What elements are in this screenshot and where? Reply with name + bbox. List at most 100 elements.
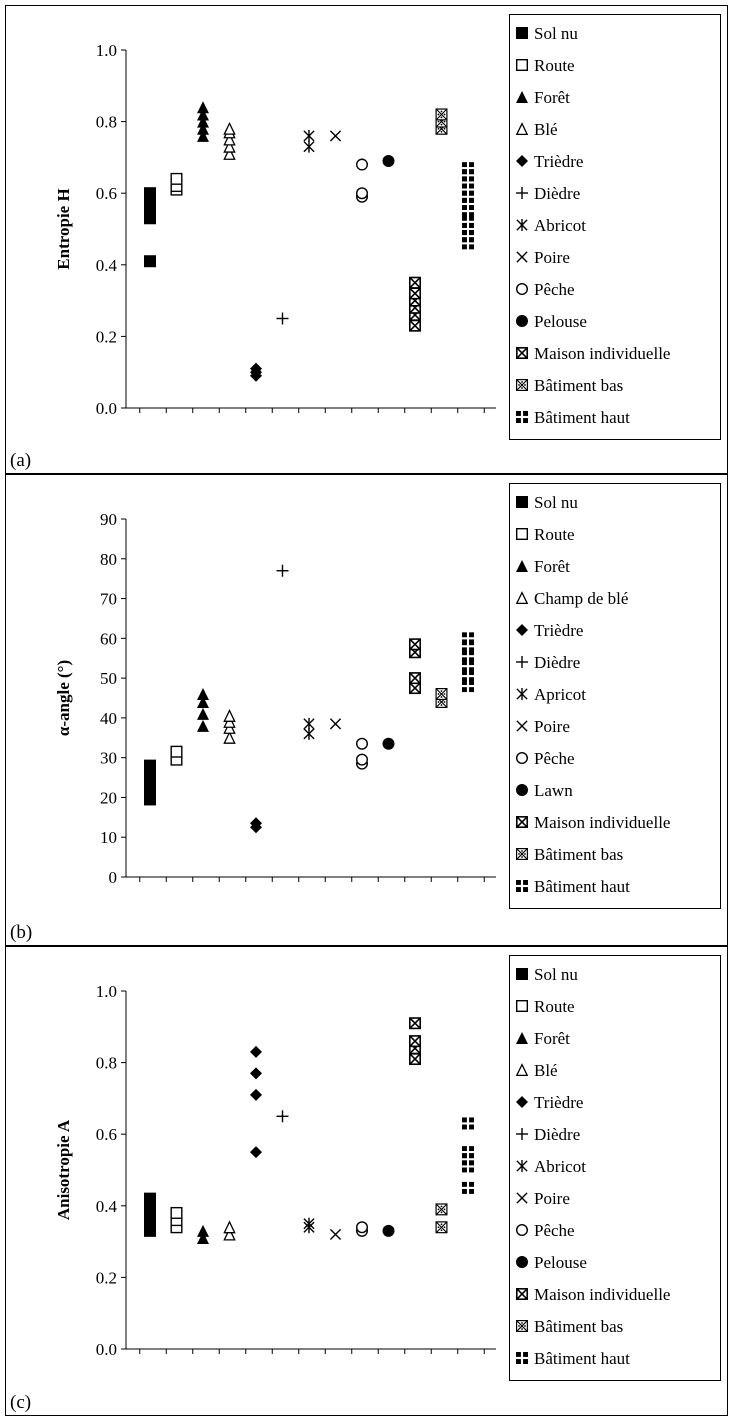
legend-marker-plus: [516, 1128, 528, 1140]
legend-label: Route: [534, 997, 575, 1016]
chart-panel-a: 0.0 0.2 0.4 0.6 0.8 1.0 Entropie H Sol nu Route…: [5, 5, 728, 474]
legend-entry: Abricot: [515, 213, 586, 239]
legend-label: Bâtiment haut: [534, 877, 630, 896]
legend-label: Poire: [534, 717, 570, 736]
legend-entry: Maison individuelle: [515, 341, 670, 367]
legend-label: Bâtiment bas: [534, 376, 624, 395]
legend-label: Pêche: [534, 1221, 575, 1240]
y-tick-label: 1.0: [96, 41, 117, 60]
legend-entry: Pêche: [515, 277, 575, 303]
data-point-boxx-dot: [435, 688, 448, 701]
legend-marker-circle-filled: [516, 1256, 528, 1268]
legend-label: Sol nu: [534, 965, 578, 984]
data-point-asterisk: [303, 129, 315, 142]
y-tick-label: 0.2: [96, 327, 117, 346]
legend-entry: Bâtiment haut: [515, 874, 630, 900]
legend: Sol nu Route Forêt Blé Trièdre Dièdre Abricot P…: [509, 14, 721, 440]
data-point-triangle-filled: [197, 129, 209, 142]
data-point-triangle-filled: [197, 122, 209, 135]
data-point-diamond-filled: [250, 817, 262, 830]
legend-marker-diamond-filled: [516, 155, 528, 167]
legend-marker-x: [516, 1192, 528, 1204]
data-point-triangle-filled: [197, 101, 209, 114]
legend-entry: Sol nu: [515, 490, 578, 516]
y-tick-label: 0.4: [96, 1197, 118, 1216]
legend-label: Pêche: [534, 280, 575, 299]
legend-label: Route: [534, 525, 575, 544]
data-point-boxx: [409, 319, 421, 332]
scatter-plot-anisotropy: 0.0 0.2 0.4 0.6 0.8 1.0 Anisotropie A: [54, 982, 496, 1359]
legend-marker-boxx-dot: [516, 379, 528, 391]
y-tick-label: 10: [100, 828, 117, 847]
legend-label: Maison individuelle: [534, 813, 671, 832]
data-point-triangle-open: [223, 1227, 236, 1241]
legend-entry: Maison individuelle: [515, 1282, 670, 1308]
y-tick-label: 90: [100, 510, 117, 529]
y-tick-label: 20: [100, 788, 117, 807]
y-tick-label: 0.8: [96, 113, 117, 132]
y-tick-label: 0.0: [96, 1340, 117, 1359]
legend-entry: Apricot: [515, 682, 586, 708]
legend-label: Trièdre: [534, 621, 584, 640]
legend-marker-circle-open: [515, 1223, 529, 1237]
data-point-triangle-filled: [197, 108, 209, 121]
y-tick-label: 0.6: [96, 1125, 117, 1144]
data-point-circle-filled: [382, 1224, 395, 1237]
legend-entry: Sol nu: [515, 21, 578, 47]
legend-label: Forêt: [534, 1029, 570, 1048]
data-point-boxx: [409, 672, 421, 685]
legend-label: Sol nu: [534, 493, 578, 512]
data-point-triangle-filled: [197, 1224, 209, 1237]
data-point-boxx: [409, 1017, 421, 1030]
y-tick-label: 30: [100, 749, 117, 768]
data-point-x: [329, 130, 342, 142]
data-point-x: [329, 718, 342, 730]
data-point-triangle-open: [223, 146, 236, 160]
data-point-boxx: [409, 287, 421, 300]
y-tick-label: 0.8: [96, 1054, 117, 1073]
y-tick-label: 40: [100, 709, 117, 728]
legend-entry: Blé: [515, 117, 558, 143]
legend-marker-boxx-dot: [516, 848, 528, 860]
legend-marker-boxx-dot: [516, 1320, 528, 1332]
data-point-asterisk: [303, 1217, 315, 1230]
legend-entry: Route: [515, 522, 575, 548]
data-point-circle-filled: [382, 737, 395, 750]
legend-label: Maison individuelle: [534, 344, 671, 363]
scatter-plot-alpha-angle: 0 10 20 30 40 50 60 70 80 90 α-angle (°): [54, 510, 496, 887]
legend-marker-square-open: [516, 528, 529, 541]
legend-entry: Poire: [515, 714, 570, 740]
legend-marker-triangle-filled: [516, 91, 528, 103]
data-point-boxx: [409, 1035, 421, 1048]
legend-label: Trièdre: [534, 1093, 584, 1112]
legend-label: Bâtiment bas: [534, 845, 624, 864]
legend-label: Bâtiment bas: [534, 1317, 624, 1336]
y-tick-label: 50: [100, 669, 117, 688]
data-point-square-filled: [144, 759, 156, 772]
data-point-quad: [462, 632, 474, 645]
legend-marker-circle-open: [515, 282, 529, 296]
legend-marker-x: [516, 720, 528, 732]
data-point-quad: [462, 670, 474, 683]
legend-marker-square-open: [516, 59, 529, 72]
legend-marker-diamond-filled: [516, 1096, 528, 1108]
data-point-triangle-open: [223, 121, 236, 135]
y-tick-label: 0.2: [96, 1268, 117, 1287]
legend-entry: Route: [515, 53, 575, 79]
legend-marker-diamond-filled: [516, 624, 528, 636]
legend-label: Bâtiment haut: [534, 408, 630, 427]
data-point-triangle-open: [223, 730, 236, 744]
data-point-circle-filled: [382, 154, 395, 167]
data-point-square-open: [170, 745, 183, 758]
legend-entry: Bâtiment haut: [515, 1346, 630, 1372]
data-point-diamond-filled: [250, 1045, 262, 1058]
legend-marker-square-open: [516, 1000, 529, 1013]
legend-marker-asterisk: [516, 219, 528, 231]
legend-entry: Lawn: [515, 778, 573, 804]
data-point-circle-open: [356, 158, 369, 171]
legend-marker-quad: [516, 411, 528, 423]
data-point-triangle-open: [223, 132, 236, 146]
legend-entry: Poire: [515, 245, 570, 271]
legend-label: Poire: [534, 1189, 570, 1208]
legend-entry: Sol nu: [515, 962, 578, 988]
